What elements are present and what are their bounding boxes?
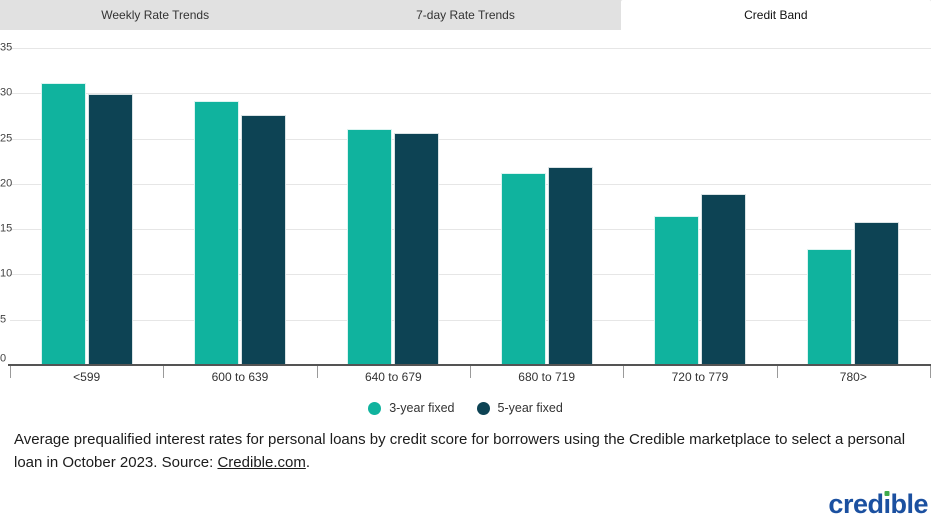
y-axis-label-25: 25 [0,132,13,145]
y-axis-label-10: 10 [0,267,13,280]
gridline-10 [10,274,931,276]
legend-item-3-year-fixed: 3-year fixed [368,401,455,415]
legend-dot-icon [476,401,490,415]
x-axis-tick [470,366,471,378]
gridline-20 [10,183,931,185]
x-axis-category-label: 640 to 679 [364,370,422,384]
logo-i-green-dot: ı [883,489,891,519]
legend-label: 5-year fixed [497,401,563,415]
bar-3-year-fixed-1[interactable] [40,83,86,365]
bar-3-year-fixed-3[interactable] [347,128,393,365]
x-axis-category-label: 780> [839,370,867,384]
logo-text-pre: cred [828,489,884,519]
tab-credit-band[interactable]: Credit Band [620,0,931,30]
x-axis-tick [163,366,165,378]
bar-3-year-fixed-2[interactable] [194,100,239,365]
y-axis-label-15: 15 [0,222,13,235]
chart-legend: 3-year fixed 5-year fixed [0,398,931,418]
bar-3-year-fixed-4[interactable] [500,172,546,365]
x-axis-tick [10,366,11,378]
bar-5-year-fixed-4[interactable] [547,166,593,365]
tab-weekly-rate-trends[interactable]: Weekly Rate Trends [101,8,210,22]
credible-logo: credıble [828,489,928,519]
x-axis-tick [316,366,318,378]
x-axis-category-label: <599 [73,370,101,384]
x-axis-tick [776,366,778,378]
x-axis-category-label: 680 to 719 [518,370,576,384]
source-link[interactable]: Credible.com [217,454,306,472]
y-axis-label-30: 30 [0,86,13,99]
gridline-35 [10,48,931,49]
legend-dot-icon [368,401,382,415]
gridline-25 [10,138,931,140]
gridline-15 [10,229,931,231]
logo-text-post: ble [890,489,928,519]
caption-text: Average prequalified interest rates for … [14,431,906,472]
tab-bar: Weekly Rate Trends 7-day Rate Trends Credi… [0,0,931,30]
x-axis-line [8,364,931,366]
bar-3-year-fixed-6[interactable] [807,249,853,365]
y-axis-label-20: 20 [0,177,13,190]
legend-label: 3-year fixed [389,401,455,415]
y-axis-label-35: 35 [0,41,13,54]
y-axis-label-0: 0 [0,352,7,365]
y-axis-label-5: 5 [0,313,7,326]
bar-3-year-fixed-5[interactable] [654,216,699,365]
bar-5-year-fixed-5[interactable] [701,193,746,365]
bar-5-year-fixed-6[interactable] [854,221,900,365]
legend-item-5-year-fixed: 5-year fixed [476,401,563,415]
tab-7-day-rate-trends[interactable]: 7-day Rate Trends [416,8,515,22]
bar-5-year-fixed-3[interactable] [394,133,440,365]
bar-chart: 0 5 10 15 20 25 30 35 <599 600 to 639 640 to 679 68… [0,30,931,390]
gridline-5 [10,319,931,321]
gridline-30 [10,93,931,95]
bar-5-year-fixed-1[interactable] [87,94,133,365]
x-axis-tick [623,366,625,378]
x-axis-category-label: 600 to 639 [211,370,269,384]
chart-caption: Average prequalified interest rates for … [14,428,924,475]
x-axis-category-label: 720 to 779 [671,370,729,384]
caption-suffix: . [305,454,311,472]
bar-5-year-fixed-2[interactable] [241,115,286,365]
